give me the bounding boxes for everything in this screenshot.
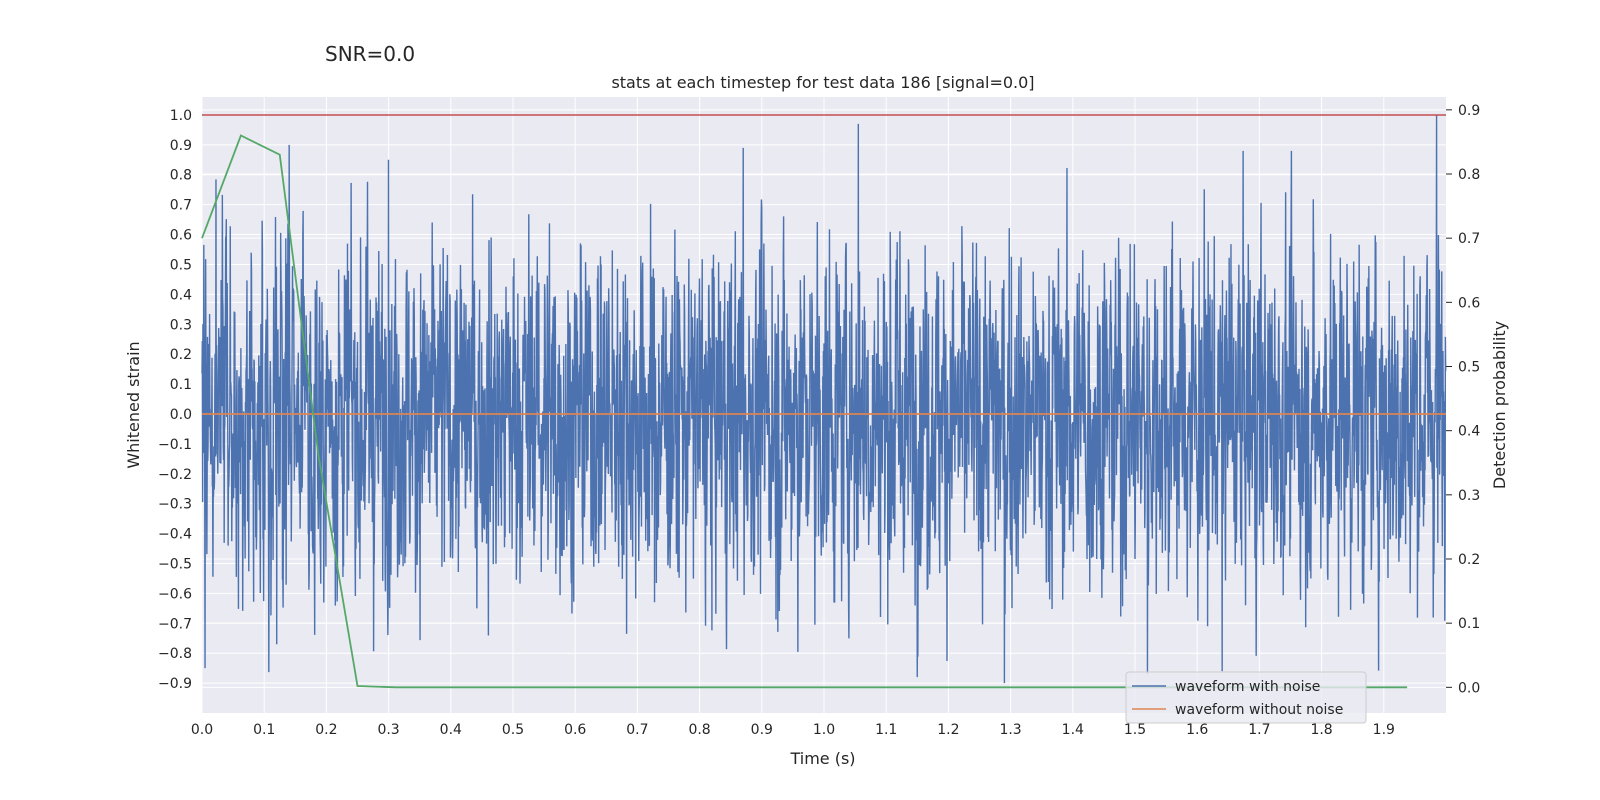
x-tick-label: 0.3 — [377, 722, 399, 738]
ticks-layer: 0.0 0.1 0.2 0.3 0.4 0.5 0.6 0.7 0.8 0.9 1.0 1.1 1.2 1… — [158, 103, 1480, 738]
y-right-tick-label: 0.9 — [1458, 103, 1480, 119]
x-tick-label: 0.4 — [440, 722, 462, 738]
y-left-tick-label: 0.5 — [170, 257, 192, 273]
legend: waveform with noise waveform without noi… — [1125, 671, 1367, 724]
x-tick-label: 1.0 — [813, 722, 835, 738]
y-right-tick-label: 0.2 — [1458, 552, 1480, 568]
y-left-tick-label: −0.1 — [158, 437, 192, 453]
y-left-tick-label: −0.6 — [158, 586, 192, 602]
x-tick-label: 0.5 — [502, 722, 524, 738]
x-tick-label: 1.5 — [1124, 722, 1146, 738]
y-left-tick-label: −0.8 — [158, 646, 192, 662]
plot-title: stats at each timestep for test data 186… — [611, 73, 1034, 92]
x-tick-label: 1.3 — [999, 722, 1021, 738]
series-layer — [201, 114, 1447, 689]
series-waveform-with-noise — [201, 114, 1447, 684]
x-tick-label: 1.1 — [875, 722, 897, 738]
y-right-tick-label: 0.4 — [1458, 424, 1480, 440]
x-tick-label: 0.7 — [626, 722, 648, 738]
legend-label-noisy: waveform with noise — [1175, 679, 1320, 695]
x-tick-label: 1.9 — [1373, 722, 1395, 738]
x-tick-label: 0.2 — [315, 722, 337, 738]
y-left-tick-label: 0.7 — [170, 198, 192, 214]
y-right-tick-label: 0.6 — [1458, 295, 1480, 311]
legend-label-clean: waveform without noise — [1175, 702, 1343, 718]
x-tick-label: 0.8 — [688, 722, 710, 738]
x-tick-label: 1.8 — [1310, 722, 1332, 738]
y-left-tick-label: 0.4 — [170, 287, 192, 303]
x-tick-label: 0.9 — [751, 722, 773, 738]
y-right-tick-label: 0.0 — [1458, 680, 1480, 696]
x-tick-label: 1.2 — [937, 722, 959, 738]
x-tick-label: 0.0 — [191, 722, 213, 738]
y-left-tick-label: 0.8 — [170, 168, 192, 184]
y-right-tick-label: 0.3 — [1458, 488, 1480, 504]
series-detection-probability — [201, 134, 1408, 689]
x-axis-label: Time (s) — [789, 749, 855, 768]
legend-box — [1125, 671, 1367, 724]
y-right-tick-label: 0.1 — [1458, 616, 1480, 632]
y-axis-left-label: Whitened strain — [124, 341, 143, 468]
y-left-tick-label: 0.6 — [170, 228, 192, 244]
y-left-tick-label: −0.3 — [158, 497, 192, 513]
y-right-tick-label: 0.7 — [1458, 231, 1480, 247]
y-axis-right-label: Detection probability — [1490, 321, 1509, 489]
y-left-tick-label: 0.2 — [170, 347, 192, 363]
y-left-tick-label: 0.1 — [170, 377, 192, 393]
x-tick-label: 1.6 — [1186, 722, 1208, 738]
y-left-tick-label: −0.5 — [158, 556, 192, 572]
y-left-tick-label: 0.3 — [170, 317, 192, 333]
y-left-tick-label: −0.4 — [158, 527, 192, 543]
y-left-tick-label: −0.9 — [158, 676, 192, 692]
x-tick-label: 0.6 — [564, 722, 586, 738]
x-tick-label: 1.7 — [1248, 722, 1270, 738]
y-left-tick-label: 0.0 — [170, 407, 192, 423]
x-tick-label: 1.4 — [1062, 722, 1084, 738]
y-right-tick-label: 0.8 — [1458, 167, 1480, 183]
y-left-tick-label: −0.7 — [158, 616, 192, 632]
x-tick-label: 0.1 — [253, 722, 275, 738]
y-right-tick-label: 0.5 — [1458, 360, 1480, 376]
y-left-tick-label: 0.9 — [170, 138, 192, 154]
suptitle: SNR=0.0 — [325, 42, 415, 66]
y-left-tick-label: 1.0 — [170, 108, 192, 124]
y-left-tick-label: −0.2 — [158, 467, 192, 483]
